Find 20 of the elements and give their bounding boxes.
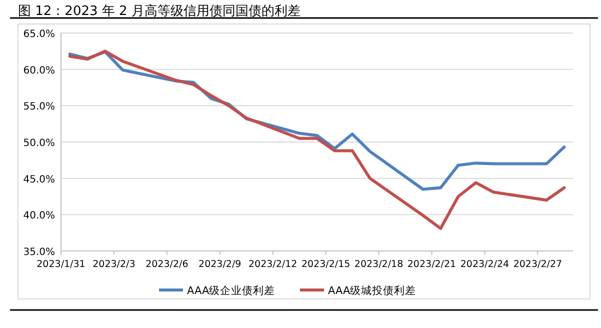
x-tick-label: 2023/2/24 xyxy=(460,259,510,270)
x-tick-label: 2023/2/15 xyxy=(301,259,350,270)
x-tick-label: 2023/2/3 xyxy=(92,259,136,270)
y-tick-label: 45.0% xyxy=(23,174,55,186)
y-tick-label: 60.0% xyxy=(23,65,55,76)
x-tick-label: 2023/2/12 xyxy=(248,259,298,270)
legend-label: AAA级城投债利差 xyxy=(328,284,416,297)
y-tick-label: 50.0% xyxy=(23,138,55,149)
x-tick-label: 2023/2/9 xyxy=(198,259,242,270)
x-tick-label: 2023/2/21 xyxy=(407,259,456,270)
legend-label: AAA级企业债利差 xyxy=(187,284,276,297)
x-tick-label: 2023/2/18 xyxy=(354,259,404,270)
y-tick-label: 55.0% xyxy=(23,102,55,113)
chart-title: 图 12：2023 年 2 月高等级信用债同国债的利差 xyxy=(18,3,300,19)
x-tick-label: 2023/1/31 xyxy=(36,259,86,270)
y-tick-label: 35.0% xyxy=(23,247,55,258)
y-tick-label: 65.0% xyxy=(23,29,55,40)
x-tick-label: 2023/2/6 xyxy=(146,259,188,270)
x-tick-label: 2023/2/27 xyxy=(513,259,562,270)
y-tick-label: 40.0% xyxy=(23,210,55,222)
